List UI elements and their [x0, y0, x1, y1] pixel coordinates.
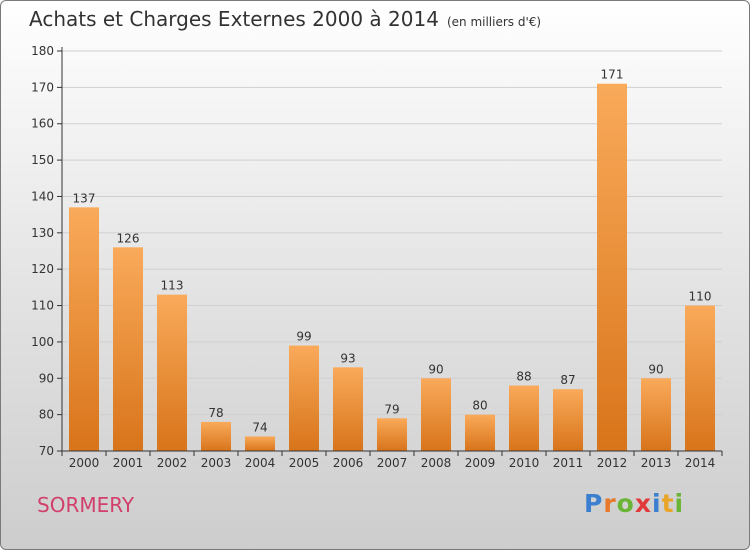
value-label-2005: 99 [296, 330, 311, 344]
axis-layer: 70 80 90 100 110 120 130 140 150 160 170 180 2000 200… [31, 44, 723, 470]
value-label-2006: 93 [340, 351, 355, 365]
label-layer: 137 126 113 78 74 99 93 79 90 80 88 87 171 90 110 [73, 68, 712, 435]
bar-2007 [377, 418, 407, 451]
value-label-2012: 171 [601, 68, 624, 82]
bar-2005 [289, 345, 319, 451]
bar-2002 [157, 294, 187, 451]
bar-2006 [333, 367, 363, 451]
place-name: SORMERY [37, 493, 135, 517]
bar-2003 [201, 421, 231, 451]
logo-letter: x [634, 489, 652, 518]
value-label-2007: 79 [384, 402, 399, 416]
x-tick-label-2014: 2014 [685, 456, 716, 470]
x-tick-label-2002: 2002 [157, 456, 188, 470]
y-tick-label: 160 [31, 117, 54, 131]
x-tick-label-2004: 2004 [245, 456, 276, 470]
logo-letter: i [652, 489, 662, 518]
y-tick-label: 150 [31, 153, 54, 167]
bar-2011 [553, 389, 583, 451]
x-tick-label-2000: 2000 [69, 456, 100, 470]
value-label-2003: 78 [208, 406, 223, 420]
bar-2009 [465, 414, 495, 451]
value-label-2014: 110 [689, 290, 712, 304]
y-tick-label: 180 [31, 44, 54, 58]
x-tick-label-2001: 2001 [113, 456, 144, 470]
bar-layer [69, 83, 715, 452]
chart-unit: (en milliers d'€) [446, 15, 542, 29]
x-tick-label-2006: 2006 [333, 456, 364, 470]
y-tick-label: 110 [31, 299, 54, 313]
value-label-2004: 74 [252, 420, 267, 434]
y-tick-label: 100 [31, 335, 54, 349]
value-label-2010: 88 [516, 370, 531, 384]
x-tick-label-2011: 2011 [553, 456, 584, 470]
chart-title: Achats et Charges Externes 2000 à 2014 (e… [29, 7, 541, 31]
bar-2010 [509, 385, 539, 451]
y-tick-label: 130 [31, 226, 54, 240]
y-tick-label: 140 [31, 189, 54, 203]
logo-letter: o [616, 489, 635, 518]
bar-2000 [69, 207, 99, 451]
y-tick-label: 120 [31, 262, 54, 276]
value-label-2001: 126 [117, 231, 140, 245]
x-tick-label-2003: 2003 [201, 456, 232, 470]
y-tick-label: 90 [39, 371, 54, 385]
y-tick-label: 80 [39, 408, 54, 422]
value-label-2008: 90 [428, 362, 443, 376]
bar-2013 [641, 378, 671, 451]
y-tick-label: 70 [39, 444, 54, 458]
x-tick-label-2009: 2009 [465, 456, 496, 470]
value-label-2002: 113 [161, 279, 184, 293]
x-tick-label-2007: 2007 [377, 456, 408, 470]
y-tick-label: 170 [31, 80, 54, 94]
logo-letter: i [674, 489, 685, 518]
chart-title-text: Achats et Charges Externes 2000 à 2014 [29, 7, 439, 31]
value-label-2013: 90 [648, 362, 663, 376]
value-label-2011: 87 [560, 373, 575, 387]
bar-2014 [685, 305, 715, 451]
value-label-2009: 80 [472, 399, 487, 413]
proxiti-logo[interactable]: Proxiti [584, 489, 684, 518]
bar-2012 [597, 83, 627, 452]
bar-2004 [245, 436, 275, 451]
x-tick-label-2012: 2012 [597, 456, 628, 470]
logo-letter: r [603, 489, 617, 518]
x-tick-label-2010: 2010 [509, 456, 540, 470]
value-label-2000: 137 [73, 191, 96, 205]
logo-letter: t [661, 489, 675, 518]
x-tick-label-2008: 2008 [421, 456, 452, 470]
bar-2001 [113, 247, 143, 451]
bar-2008 [421, 378, 451, 451]
x-tick-label-2005: 2005 [289, 456, 320, 470]
x-tick-label-2013: 2013 [641, 456, 672, 470]
logo-letter: P [584, 489, 604, 518]
